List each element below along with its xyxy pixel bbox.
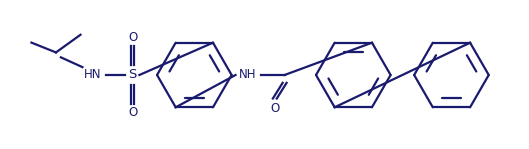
Text: NH: NH (239, 69, 256, 82)
Text: S: S (129, 69, 136, 82)
Text: O: O (128, 106, 137, 119)
Text: O: O (270, 102, 279, 115)
Text: O: O (128, 31, 137, 44)
Text: HN: HN (84, 69, 101, 82)
